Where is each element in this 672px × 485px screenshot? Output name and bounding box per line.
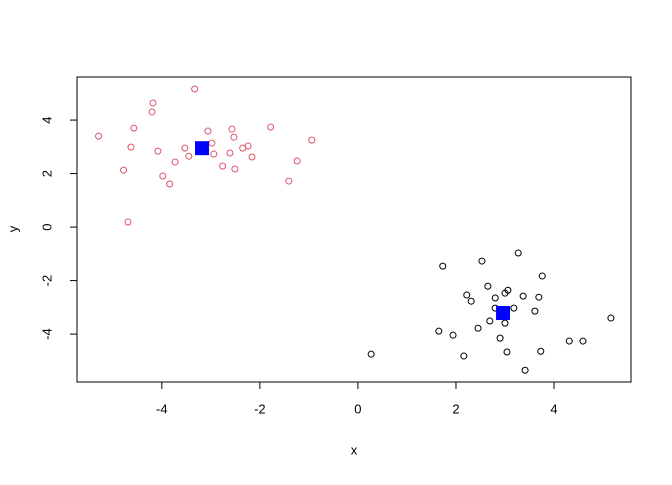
point xyxy=(484,282,492,290)
point xyxy=(474,324,482,332)
center-marker xyxy=(496,305,511,320)
point xyxy=(149,99,157,107)
point xyxy=(496,334,504,342)
point xyxy=(120,166,128,174)
point xyxy=(537,347,545,355)
point xyxy=(538,272,546,280)
point xyxy=(510,304,518,312)
point xyxy=(124,218,132,226)
point xyxy=(226,149,234,157)
point xyxy=(285,177,293,185)
point xyxy=(367,350,375,358)
plot-box xyxy=(76,76,632,383)
x-tick-label: -4 xyxy=(156,401,168,416)
point xyxy=(535,293,543,301)
point xyxy=(607,314,615,322)
point xyxy=(449,331,457,339)
y-axis-label: y xyxy=(5,225,20,232)
point xyxy=(219,162,227,170)
point xyxy=(460,352,468,360)
point xyxy=(204,127,212,135)
point xyxy=(181,144,189,152)
point xyxy=(521,366,529,374)
y-tick-label: -4 xyxy=(39,328,54,340)
point xyxy=(491,294,499,302)
y-tick-label: 4 xyxy=(39,116,54,123)
point xyxy=(565,337,573,345)
point xyxy=(478,257,486,265)
point xyxy=(230,133,238,141)
x-axis-label: x xyxy=(351,442,358,457)
point xyxy=(210,150,218,158)
y-tick-label: 2 xyxy=(39,170,54,177)
point xyxy=(501,289,509,297)
point xyxy=(130,124,138,132)
x-tick-label: 4 xyxy=(550,401,557,416)
point xyxy=(166,180,174,188)
point xyxy=(435,327,443,335)
point xyxy=(231,165,239,173)
point xyxy=(467,297,475,305)
x-tick-label: -2 xyxy=(254,401,266,416)
point xyxy=(463,291,471,299)
point xyxy=(127,143,135,151)
point xyxy=(185,152,193,160)
point xyxy=(159,172,167,180)
point xyxy=(248,153,256,161)
point xyxy=(519,292,527,300)
point xyxy=(501,319,509,327)
x-tick-label: 0 xyxy=(354,401,361,416)
point xyxy=(503,348,511,356)
point xyxy=(148,108,156,116)
y-tick-label: 0 xyxy=(39,223,54,230)
point xyxy=(191,85,199,93)
point xyxy=(439,262,447,270)
point xyxy=(95,132,103,140)
point xyxy=(208,139,216,147)
point xyxy=(171,158,179,166)
point xyxy=(267,123,275,131)
point xyxy=(579,337,587,345)
point xyxy=(293,157,301,165)
point xyxy=(228,125,236,133)
point xyxy=(486,317,494,325)
x-tick-label: 2 xyxy=(452,401,459,416)
point xyxy=(154,147,162,155)
point xyxy=(514,249,522,257)
y-tick-label: -2 xyxy=(39,275,54,287)
point xyxy=(244,142,252,150)
point xyxy=(308,136,316,144)
point xyxy=(531,307,539,315)
center-marker xyxy=(195,141,210,156)
